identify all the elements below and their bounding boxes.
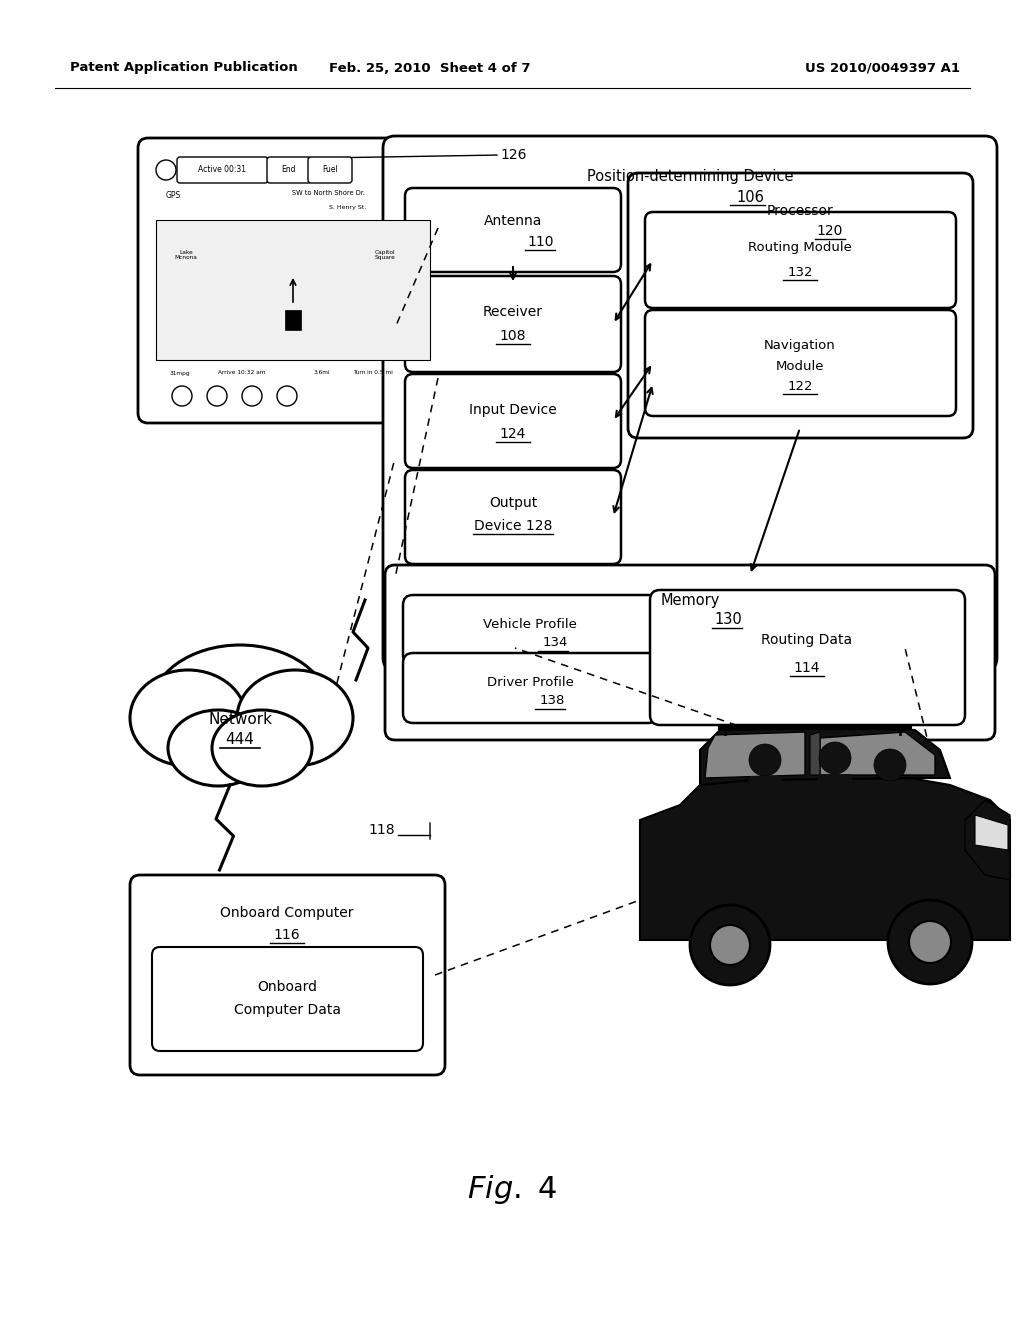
Polygon shape: [700, 729, 950, 785]
Text: 114: 114: [794, 661, 820, 675]
Text: Fuel: Fuel: [323, 165, 338, 174]
Text: Computer Data: Computer Data: [233, 1003, 341, 1016]
FancyBboxPatch shape: [130, 875, 445, 1074]
Text: Receiver: Receiver: [483, 305, 543, 319]
Text: S. Henry St.: S. Henry St.: [330, 206, 367, 210]
Circle shape: [909, 921, 951, 964]
Circle shape: [690, 906, 770, 985]
Polygon shape: [865, 781, 915, 805]
Polygon shape: [640, 777, 1010, 940]
Text: Memory: Memory: [660, 593, 720, 607]
Text: 106: 106: [736, 190, 764, 206]
Text: 138: 138: [540, 694, 564, 708]
Text: 120: 120: [817, 224, 843, 238]
Polygon shape: [705, 733, 805, 777]
Text: 3.6mi: 3.6mi: [313, 371, 330, 375]
Ellipse shape: [130, 671, 246, 766]
Text: Active 00:31: Active 00:31: [198, 165, 246, 174]
Text: Device 128: Device 128: [474, 519, 552, 533]
Text: Patent Application Publication: Patent Application Publication: [70, 62, 298, 74]
Text: Onboard: Onboard: [257, 979, 317, 994]
Text: Input Device: Input Device: [469, 403, 557, 417]
FancyBboxPatch shape: [406, 470, 621, 564]
Text: Driver Profile: Driver Profile: [486, 676, 573, 689]
Text: Output: Output: [488, 496, 538, 510]
Text: Turn in 0.5 mi: Turn in 0.5 mi: [353, 371, 393, 375]
Circle shape: [819, 742, 851, 774]
Ellipse shape: [212, 710, 312, 785]
FancyBboxPatch shape: [406, 276, 621, 372]
Polygon shape: [820, 733, 935, 775]
Text: 130: 130: [714, 612, 741, 627]
FancyBboxPatch shape: [645, 213, 956, 308]
Text: 110: 110: [527, 235, 554, 249]
Text: $\mathit{Fig.\ 4}$: $\mathit{Fig.\ 4}$: [467, 1173, 557, 1206]
Ellipse shape: [150, 645, 330, 775]
Text: 132: 132: [787, 265, 813, 279]
FancyBboxPatch shape: [628, 173, 973, 438]
Text: 126: 126: [500, 148, 526, 162]
Text: 31mpg: 31mpg: [170, 371, 190, 375]
Text: End: End: [282, 165, 296, 174]
Text: Module: Module: [776, 359, 824, 372]
Polygon shape: [810, 774, 860, 799]
Text: Routing Data: Routing Data: [762, 634, 853, 647]
Circle shape: [888, 900, 972, 983]
Text: Network: Network: [208, 713, 272, 727]
Circle shape: [710, 925, 750, 965]
Text: Lake
Mcnona: Lake Mcnona: [174, 249, 198, 260]
Text: 118: 118: [369, 822, 395, 837]
Ellipse shape: [237, 671, 353, 766]
Text: Capitol
Square: Capitol Square: [375, 249, 395, 260]
FancyBboxPatch shape: [403, 595, 658, 665]
FancyBboxPatch shape: [385, 565, 995, 741]
Circle shape: [749, 744, 781, 776]
FancyBboxPatch shape: [650, 590, 965, 725]
FancyBboxPatch shape: [403, 653, 658, 723]
Bar: [285, 310, 301, 330]
Polygon shape: [975, 814, 1008, 850]
FancyBboxPatch shape: [177, 157, 268, 183]
Ellipse shape: [168, 710, 268, 785]
Polygon shape: [740, 776, 790, 800]
Text: 122: 122: [787, 380, 813, 392]
FancyBboxPatch shape: [267, 157, 311, 183]
Text: Antenna: Antenna: [483, 214, 542, 228]
Polygon shape: [965, 800, 1010, 880]
Text: SW to North Shore Dr.: SW to North Shore Dr.: [292, 190, 365, 195]
FancyBboxPatch shape: [308, 157, 352, 183]
Text: 108: 108: [500, 329, 526, 343]
Circle shape: [874, 748, 906, 781]
Text: US 2010/0049397 A1: US 2010/0049397 A1: [805, 62, 961, 74]
FancyBboxPatch shape: [406, 187, 621, 272]
Text: Vehicle Profile: Vehicle Profile: [483, 619, 577, 631]
Polygon shape: [810, 733, 820, 775]
FancyBboxPatch shape: [138, 139, 449, 422]
Bar: [156, 220, 430, 360]
Text: GPS: GPS: [166, 191, 181, 201]
Text: Position-determining Device: Position-determining Device: [587, 169, 794, 183]
FancyBboxPatch shape: [152, 946, 423, 1051]
Text: 134: 134: [543, 636, 567, 649]
Text: 116: 116: [273, 928, 300, 942]
Text: 444: 444: [225, 733, 254, 747]
Text: Onboard Computer: Onboard Computer: [220, 906, 353, 920]
Text: Processor: Processor: [767, 205, 834, 218]
Text: Arrive 10:32 am: Arrive 10:32 am: [218, 371, 265, 375]
Text: Routing Module: Routing Module: [749, 242, 852, 255]
Text: Navigation: Navigation: [764, 339, 836, 352]
Text: Feb. 25, 2010  Sheet 4 of 7: Feb. 25, 2010 Sheet 4 of 7: [330, 62, 530, 74]
FancyBboxPatch shape: [406, 374, 621, 469]
FancyBboxPatch shape: [383, 136, 997, 671]
FancyBboxPatch shape: [645, 310, 956, 416]
Text: 124: 124: [500, 426, 526, 441]
